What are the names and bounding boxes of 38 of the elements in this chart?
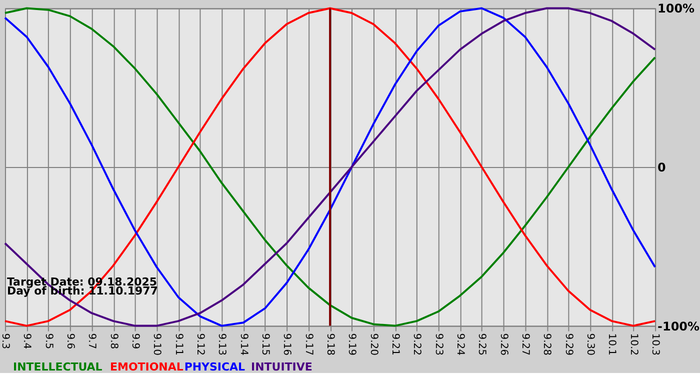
text: INTUITIVE	[251, 360, 312, 374]
x-tick-label: 9.18	[324, 333, 336, 356]
x-tick-label: 9.20	[368, 333, 379, 356]
x-tick-label: 9.13	[216, 333, 228, 356]
x-tick-label: 9.7	[86, 333, 98, 350]
x-tick-label: 9.25	[476, 333, 488, 356]
x-tick-label: 10.3	[650, 333, 661, 356]
x-tick-label: 10.1	[606, 333, 618, 356]
text: EMOTIONAL	[110, 360, 184, 374]
x-tick-label: 9.29	[562, 333, 574, 356]
x-tick-label: 9.8	[108, 333, 119, 350]
x-tick-label: 9.4	[21, 333, 32, 350]
x-tick-label: 9.27	[520, 333, 531, 356]
x-tick-label: 9.16	[281, 333, 292, 356]
x-tick-label: 9.11	[172, 333, 184, 356]
x-tick-label: 9.9	[130, 333, 141, 350]
x-tick-label: 9.15	[260, 333, 271, 356]
text: INTELLECTUAL	[12, 360, 102, 374]
y-tick-label: 0	[658, 160, 666, 175]
x-tick-label: 10.2	[628, 333, 639, 356]
x-tick-label: 9.24	[454, 333, 466, 356]
x-tick-label: 9.14	[238, 333, 249, 356]
x-tick-label: 9.26	[498, 333, 509, 356]
y-tick-label: 100%	[658, 2, 695, 16]
x-tick-label: 9.23	[432, 333, 444, 356]
y-tick-label: -100%	[658, 319, 700, 334]
x-tick-label: 9.6	[64, 333, 76, 350]
x-tick-label: 9.30	[584, 333, 596, 356]
x-tick-label: 9.3	[0, 333, 10, 350]
x-tick-label: 9.19	[346, 333, 358, 356]
x-tick-label: 9.12	[194, 333, 206, 356]
x-tick-label: 9.17	[302, 333, 314, 356]
x-tick-label: 9.10	[151, 333, 162, 356]
x-tick-label: 9.5	[42, 333, 54, 350]
text: PHYSICAL	[184, 360, 246, 374]
x-tick-label: 9.21	[390, 333, 401, 356]
x-tick-label: 9.28	[541, 333, 552, 356]
x-tick-label: 9.22	[411, 333, 422, 356]
